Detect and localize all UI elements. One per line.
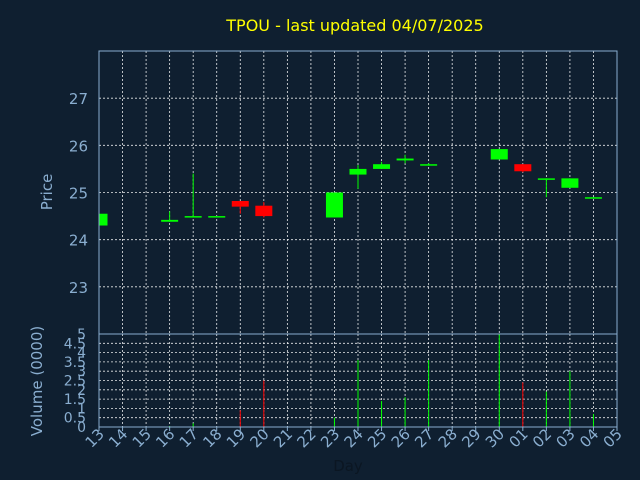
volume-tick-label: 5: [77, 327, 86, 343]
candle-body: [349, 168, 367, 175]
volume-axis-label: Volume (0000): [28, 326, 46, 436]
candle-body: [514, 164, 532, 172]
candle-body: [325, 192, 343, 218]
volume-tick-label: 4.5: [64, 336, 86, 352]
candle-body: [490, 149, 508, 160]
volume-bars-layer: [169, 334, 594, 427]
candle-body: [231, 200, 249, 207]
candle-body: [99, 213, 108, 226]
price-tick-label: 24: [69, 232, 88, 250]
candle-body: [584, 197, 602, 199]
volume-tick-label: 0.5: [64, 411, 86, 427]
price-tick-labels: 23 24 25 26 27: [69, 90, 88, 297]
candle-body: [420, 164, 438, 166]
volume-tick-label: 3: [77, 364, 86, 380]
chart-title: TPOU - last updated 04/07/2025: [225, 16, 483, 35]
volume-panel-frame: [98, 333, 618, 428]
price-tick-label: 25: [69, 185, 88, 203]
volume-tick-label: 2.5: [64, 374, 86, 390]
x-tick-labels: 1314151617181920212223242526272829300102…: [82, 425, 626, 451]
volume-tick-labels: 00.511.522.533.544.55: [64, 327, 86, 436]
volume-tick-label: 4: [77, 346, 86, 362]
candle-body: [537, 178, 555, 180]
volume-tick-label: 1: [77, 401, 86, 417]
volume-tick-label: 0: [77, 420, 86, 436]
price-axis-label: Price: [38, 174, 56, 211]
volume-tick-label: 3.5: [64, 355, 86, 371]
candle-body: [373, 164, 391, 169]
price-tick-label: 27: [69, 90, 88, 108]
price-tick-label: 26: [69, 137, 88, 155]
candle-body: [184, 216, 202, 218]
candles-layer: [98, 149, 602, 226]
candle-body: [255, 205, 273, 217]
price-tick-label: 23: [69, 279, 88, 297]
volume-tick-label: 1.5: [64, 392, 86, 408]
candle-body: [561, 178, 579, 188]
candle-body: [208, 216, 226, 218]
volume-tick-label: 2: [77, 383, 86, 399]
candle-body: [396, 158, 414, 161]
x-axis-label: Day: [333, 457, 363, 475]
candle-body: [161, 219, 179, 222]
